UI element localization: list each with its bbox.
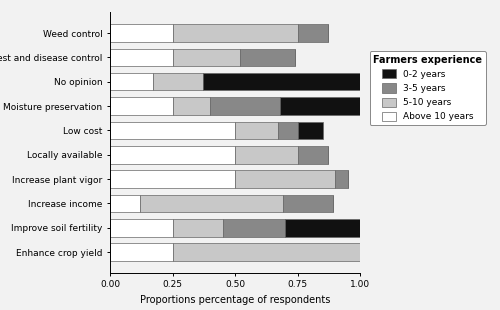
Bar [172, 97, 210, 115]
Bar [298, 146, 328, 164]
Bar [235, 122, 278, 139]
Bar [298, 24, 328, 42]
Bar [202, 73, 360, 91]
Bar [235, 146, 298, 164]
Bar [285, 219, 360, 237]
Bar [140, 195, 282, 212]
Bar [278, 122, 297, 139]
Bar [335, 170, 347, 188]
Bar [298, 122, 322, 139]
Bar [110, 73, 152, 91]
Bar [152, 73, 202, 91]
Bar [240, 49, 295, 66]
Bar [110, 49, 172, 66]
X-axis label: Proportions percentage of respondents: Proportions percentage of respondents [140, 295, 330, 305]
Bar [110, 243, 172, 261]
Bar [110, 146, 235, 164]
Bar [172, 49, 240, 66]
Bar [110, 219, 172, 237]
Bar [110, 170, 235, 188]
Bar [110, 122, 235, 139]
Bar [222, 219, 285, 237]
Bar [282, 195, 333, 212]
Bar [110, 195, 140, 212]
Legend: 0-2 years, 3-5 years, 5-10 years, Above 10 years: 0-2 years, 3-5 years, 5-10 years, Above … [370, 51, 486, 125]
Bar [235, 170, 335, 188]
Bar [110, 24, 172, 42]
Bar [172, 219, 222, 237]
Bar [172, 243, 360, 261]
Bar [280, 97, 360, 115]
Bar [172, 24, 298, 42]
Bar [210, 97, 280, 115]
Bar [110, 97, 172, 115]
